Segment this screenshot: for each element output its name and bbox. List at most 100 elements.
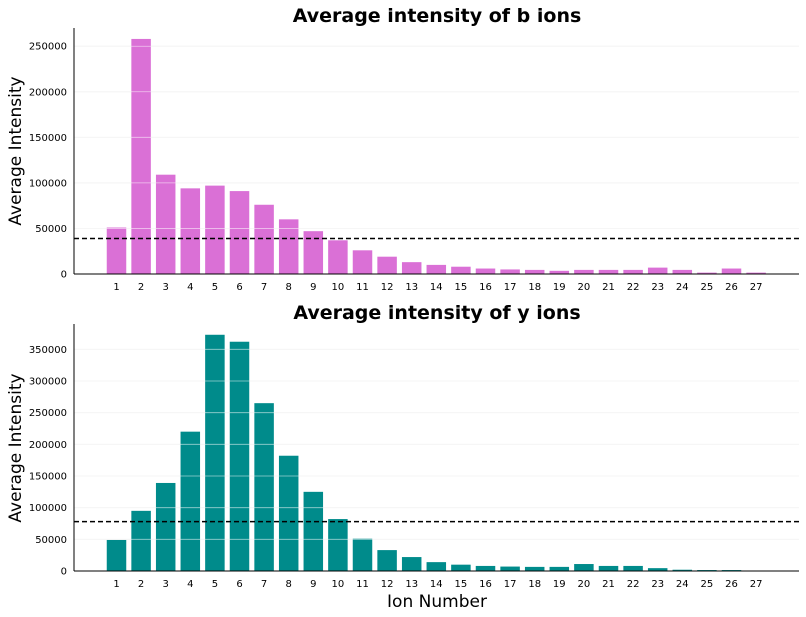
y-ions-y-tick-label: 200000 <box>29 440 67 451</box>
b-ions-x-tick-label: 7 <box>261 282 267 293</box>
b-ions-bar <box>106 227 127 274</box>
b-ions-x-ticks: 1 2 3 4 5 6 7 8 9 10 11 12 13 14 15 16 17 18 19 20 21 22 23 24 2… <box>113 282 762 293</box>
y-ions-bar <box>524 566 545 571</box>
b-ions-y-ticks: 0 50000 100000 150000 200000 250000 <box>29 42 67 281</box>
y-ions-y-tick-label: 100000 <box>29 503 67 514</box>
b-ions-title: Average intensity of b ions <box>293 5 582 27</box>
b-ions-x-tick-label: 9 <box>310 282 316 293</box>
y-ions-x-ticks: 1 2 3 4 5 6 7 8 9 10 11 12 13 14 15 16 17 18 19 20 21 22 23 24 2… <box>113 579 762 590</box>
b-ions-x-tick-label: 24 <box>676 282 689 293</box>
y-ions-bar <box>475 565 496 571</box>
y-ions-bars <box>74 334 799 571</box>
y-ions-bar <box>451 564 471 571</box>
y-ions-bar <box>254 403 274 571</box>
b-ions-bar <box>377 256 397 274</box>
b-ions-x-tick-label: 19 <box>553 282 566 293</box>
y-ions-x-tick-label: 21 <box>602 579 615 590</box>
b-ions-bars <box>74 38 799 274</box>
b-ions-bar <box>180 188 201 274</box>
b-ions-bar <box>500 269 520 274</box>
b-ions-x-tick-label: 27 <box>750 282 763 293</box>
b-ions-bar <box>426 264 447 274</box>
b-ions-x-tick-label: 3 <box>163 282 169 293</box>
y-ions-y-tick-label: 250000 <box>29 408 67 419</box>
b-ions-y-tick-label: 50000 <box>35 224 67 235</box>
b-ions-x-tick-label: 8 <box>286 282 292 293</box>
y-ions-x-tick-label: 24 <box>676 579 689 590</box>
y-ions-y-tick-label: 300000 <box>29 377 67 388</box>
y-ions-y-tick-label: 50000 <box>35 535 67 546</box>
y-ions-xlabel: Ion Number <box>387 592 487 612</box>
y-ions-x-tick-label: 18 <box>528 579 541 590</box>
b-ions-bar <box>352 250 373 274</box>
y-ions-x-tick-label: 23 <box>651 579 664 590</box>
b-ions-y-tick-label: 250000 <box>29 42 67 53</box>
b-ions-bar <box>328 240 348 274</box>
y-ions-x-tick-label: 1 <box>113 579 119 590</box>
y-ions-y-tick-label: 150000 <box>29 472 67 483</box>
y-ions-bar <box>106 539 127 571</box>
b-ions-x-tick-label: 6 <box>236 282 242 293</box>
y-ions-bar <box>377 550 397 571</box>
b-ions-bar <box>647 267 668 274</box>
y-ions-x-tick-label: 16 <box>479 579 492 590</box>
b-ions-bar <box>303 231 324 274</box>
y-ions-bar <box>623 565 643 571</box>
b-ions-bar <box>131 38 151 274</box>
b-ions-bar <box>278 219 299 274</box>
y-ions-bar <box>278 455 299 571</box>
y-ions-x-tick-label: 26 <box>725 579 738 590</box>
y-ions-x-tick-label: 14 <box>430 579 443 590</box>
y-ions-x-tick-label: 10 <box>332 579 345 590</box>
y-ions-bar <box>647 568 668 571</box>
y-ions-y-tick-label: 350000 <box>29 345 67 356</box>
b-ions-x-tick-label: 15 <box>455 282 468 293</box>
y-ions-x-tick-label: 7 <box>261 579 267 590</box>
y-ions-bar <box>303 491 324 571</box>
b-ions-x-tick-label: 21 <box>602 282 615 293</box>
b-ions-bar <box>549 270 570 274</box>
b-ions-x-tick-label: 12 <box>381 282 394 293</box>
b-ions-x-tick-label: 16 <box>479 282 492 293</box>
b-ions-bar <box>524 269 545 274</box>
b-ions-bar <box>475 268 496 274</box>
y-ions-bar <box>598 565 619 571</box>
b-ions-x-tick-label: 11 <box>356 282 369 293</box>
y-ions-x-tick-label: 5 <box>212 579 218 590</box>
b-ions-bar <box>746 272 766 274</box>
y-ions-bar <box>574 564 594 571</box>
y-ions-title: Average intensity of y ions <box>293 302 580 324</box>
y-ions-x-tick-label: 17 <box>504 579 517 590</box>
y-ions-x-tick-label: 22 <box>627 579 640 590</box>
y-ions-x-tick-label: 8 <box>286 579 292 590</box>
y-ions-x-tick-label: 15 <box>455 579 468 590</box>
y-ions-bar <box>401 557 422 571</box>
b-ions-bar <box>574 269 594 274</box>
b-ions-ylabel: Average Intensity <box>6 76 26 225</box>
y-ions-bar <box>352 538 373 571</box>
y-ions-x-tick-label: 13 <box>405 579 418 590</box>
b-ions-y-tick-label: 0 <box>61 270 67 281</box>
y-ions-bar <box>180 431 201 571</box>
b-ions-bar <box>401 262 422 274</box>
y-ions-bar <box>155 482 176 571</box>
b-ions-x-tick-label: 4 <box>187 282 193 293</box>
b-ions-bar <box>155 174 176 274</box>
y-ions-x-tick-label: 20 <box>578 579 591 590</box>
b-ions-bar <box>672 269 693 274</box>
b-ions-y-tick-label: 100000 <box>29 178 67 189</box>
b-ions-bar <box>598 269 619 274</box>
b-ions-x-tick-label: 10 <box>332 282 345 293</box>
b-ions-x-tick-label: 18 <box>528 282 541 293</box>
b-ions-bar <box>254 204 274 274</box>
b-ions-bar <box>697 272 717 274</box>
y-ions-y-tick-label: 0 <box>61 567 67 578</box>
y-ions-x-tick-label: 3 <box>163 579 169 590</box>
b-ions-x-tick-label: 2 <box>138 282 144 293</box>
b-ions-bar <box>721 268 742 274</box>
y-ions-bar <box>328 519 348 571</box>
y-ions-bar <box>549 566 570 571</box>
b-ions-panel: Average intensity of b ions Average Inte… <box>6 5 799 293</box>
b-ions-x-tick-label: 14 <box>430 282 443 293</box>
